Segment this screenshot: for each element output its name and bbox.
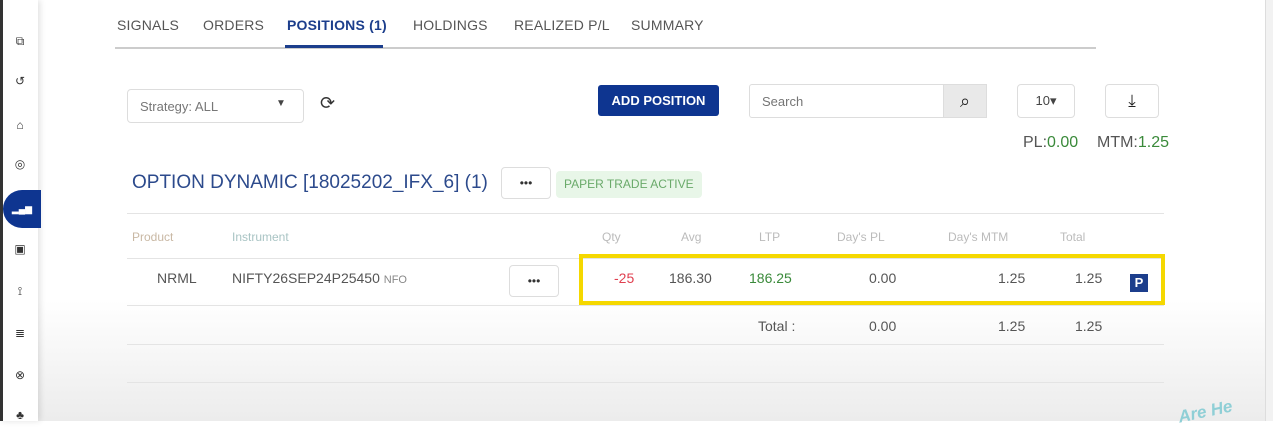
header-avg: Avg (681, 230, 702, 244)
divider (127, 344, 1164, 345)
header-ltp: LTP (759, 230, 781, 244)
pl-value: 0.00 (1047, 134, 1079, 151)
strategy-group-title: OPTION DYNAMIC [18025202_IFX_6] (1) (132, 172, 488, 193)
refresh-icon[interactable]: ⟳ (320, 93, 336, 113)
tab-holdings[interactable]: HOLDINGS (413, 17, 488, 33)
total-days-pl: 0.00 (869, 318, 897, 334)
totals-label: Total : (758, 318, 796, 334)
tab-positions[interactable]: POSITIONS (1) (287, 17, 387, 33)
target-icon[interactable]: ◎ (14, 157, 26, 171)
paper-flag-badge[interactable]: P (1130, 274, 1148, 292)
cell-product: NRML (157, 270, 197, 286)
cell-total: 1.25 (1075, 270, 1103, 286)
network-icon[interactable]: ♣ (16, 408, 24, 422)
exchange-label: NFO (383, 274, 407, 286)
tab-realized-pl[interactable]: REALIZED P/L (514, 17, 610, 33)
puzzle-icon[interactable]: ⧉ (15, 34, 25, 48)
mtm-value: 1.25 (1137, 134, 1170, 151)
cell-avg: 186.30 (669, 270, 712, 286)
total-total: 1.25 (1075, 318, 1103, 334)
search-button[interactable]: ⌕ (943, 84, 987, 118)
header-qty: Qty (602, 230, 621, 244)
watermark-logo: Are He (1176, 396, 1235, 427)
mtm-summary: MTM:1.25 (1097, 134, 1170, 151)
cell-ltp: 186.25 (749, 270, 792, 286)
add-position-button[interactable]: ADD POSITION (598, 85, 719, 116)
divider (127, 258, 1164, 259)
strategy-select-value: Strategy: ALL (140, 99, 219, 114)
database-icon[interactable]: ≣ (14, 326, 26, 340)
highlight-box (579, 254, 1165, 305)
active-tab-indicator (285, 45, 383, 48)
search-icon: ⌕ (959, 91, 971, 111)
header-instrument: Instrument (232, 230, 289, 244)
cell-qty: -25 (614, 270, 635, 286)
tab-divider (115, 47, 1096, 49)
row-more-button[interactable]: ••• (509, 265, 559, 297)
basket-icon[interactable]: ⌂ (16, 118, 24, 132)
frame-icon[interactable]: ▣ (14, 242, 26, 256)
total-days-mtm: 1.25 (998, 318, 1026, 334)
tab-summary[interactable]: SUMMARY (631, 17, 704, 33)
divider (127, 305, 1164, 306)
divider (127, 382, 1164, 383)
sidebar: ⧉ ↺ ⌂ ◎ ▂▄▆ ▣ ⟟ ≣ ⊗ ♣ (0, 0, 41, 422)
cell-days-mtm: 1.25 (998, 270, 1026, 286)
download-button[interactable]: ⤓ (1105, 84, 1159, 118)
cell-days-pl: 0.00 (869, 270, 897, 286)
header-days-mtm: Day's MTM (948, 230, 1009, 244)
download-icon: ⤓ (1128, 91, 1136, 110)
signal-bars-icon[interactable]: ▂▄▆ (3, 190, 41, 228)
tab-orders[interactable]: ORDERS (203, 17, 265, 33)
satellite-icon[interactable]: ⟟ (17, 284, 23, 298)
strategy-more-button[interactable]: ••• (501, 167, 551, 199)
page-size-select[interactable]: 10▾ (1017, 84, 1075, 118)
history-icon[interactable]: ↺ (14, 74, 26, 88)
cell-instrument[interactable]: NIFTY26SEP24P25450 NFO (232, 270, 407, 286)
header-days-pl: Day's PL (837, 230, 885, 244)
tab-signals[interactable]: SIGNALS (117, 17, 180, 33)
caret-down-icon: ▼ (276, 98, 286, 109)
header-product: Product (132, 230, 174, 244)
strategy-select[interactable]: Strategy: ALL ▼ (127, 89, 304, 123)
lifebuoy-icon[interactable]: ⊗ (14, 368, 26, 382)
scrollbar[interactable] (1265, 0, 1273, 421)
header-total: Total (1060, 230, 1086, 244)
search-input[interactable] (749, 84, 944, 118)
pl-summary: PL:0.00 (1023, 134, 1079, 151)
divider (127, 213, 1164, 214)
paper-trade-badge: PAPER TRADE ACTIVE (556, 171, 702, 198)
